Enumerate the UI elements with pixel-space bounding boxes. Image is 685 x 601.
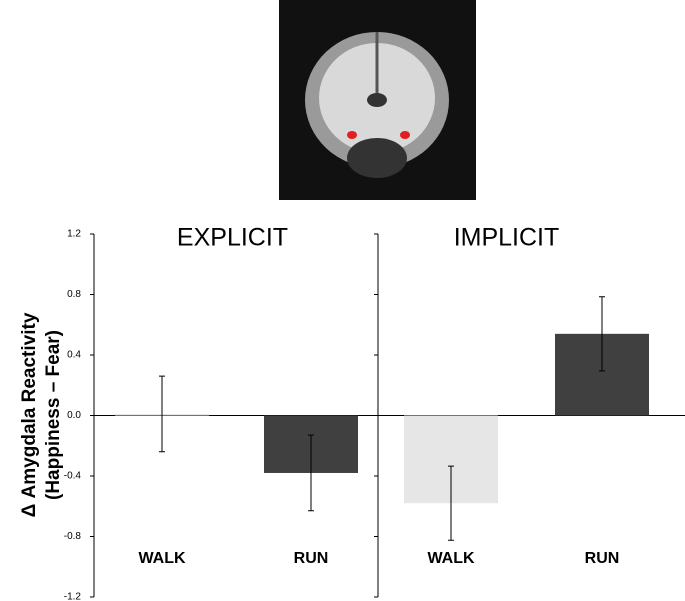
panel-title: IMPLICIT (454, 224, 560, 252)
y-tick-label: 1.2 (67, 229, 81, 240)
amygdala-right (400, 131, 410, 139)
y-tick-label: 0.4 (67, 350, 81, 361)
x-tick-label: WALK (427, 550, 475, 567)
error-bar (159, 375, 165, 453)
brain-ventricle (367, 93, 387, 107)
x-tick-label: RUN (294, 550, 329, 567)
y-tick-label: 0.8 (67, 289, 81, 300)
y-tick-label: -1.2 (64, 592, 82, 601)
y-tick-label: -0.8 (64, 531, 82, 542)
x-tick-label: RUN (585, 550, 620, 567)
brain-stem-region (347, 138, 407, 178)
error-bar (308, 434, 314, 512)
error-bar (448, 465, 454, 541)
error-bar (599, 296, 605, 372)
y-tick-label: -0.4 (64, 471, 82, 482)
y-tick-label: 0.0 (67, 410, 81, 421)
brain-image (279, 0, 476, 200)
y-axis-label: (Happiness – Fear) (43, 330, 64, 500)
panel-title: EXPLICIT (177, 224, 288, 252)
x-tick-label: WALK (138, 550, 186, 567)
y-axis-label: Δ Amygdala Reactivity (19, 312, 40, 517)
amygdala-left (347, 131, 357, 139)
